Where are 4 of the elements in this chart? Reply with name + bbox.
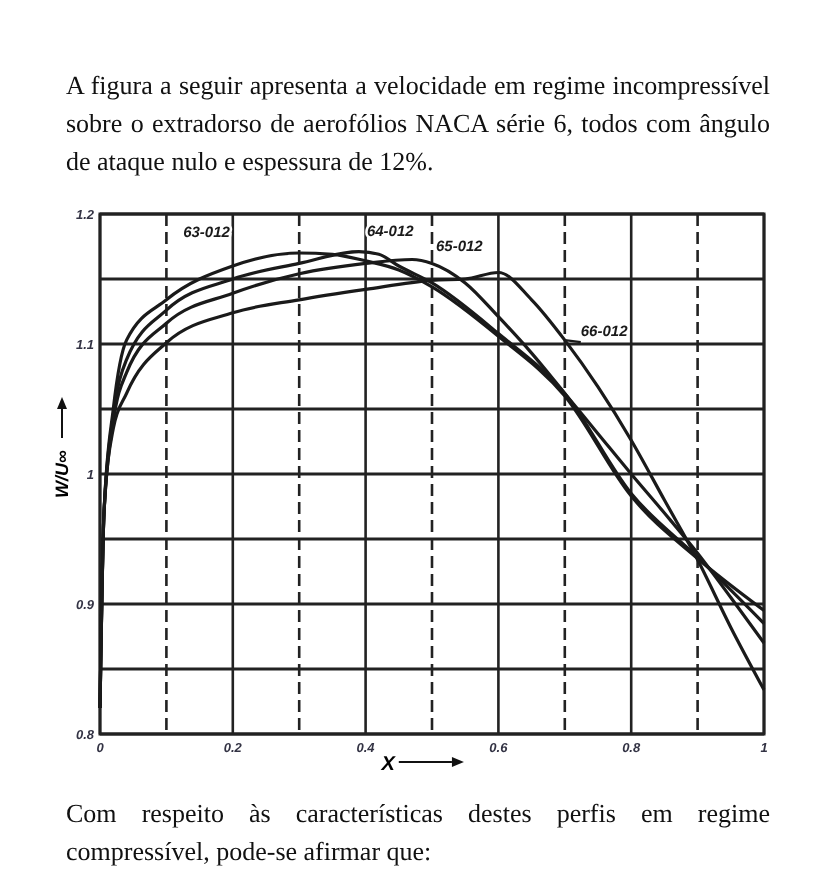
x-axis-title: X <box>379 754 398 776</box>
chart-title: A figura a seguir apresenta a velocidade em regime incompressível sobre o extradorso de aerofólios NACA série 6, todos com ângulo de ataque nulo e espessura de 12%. <box>66 68 770 180</box>
y-axis-title: W/U∞ <box>52 448 72 498</box>
text: Com respeito às características destes perfis em regime compressível, pode-se afirmar que: <box>66 796 770 870</box>
